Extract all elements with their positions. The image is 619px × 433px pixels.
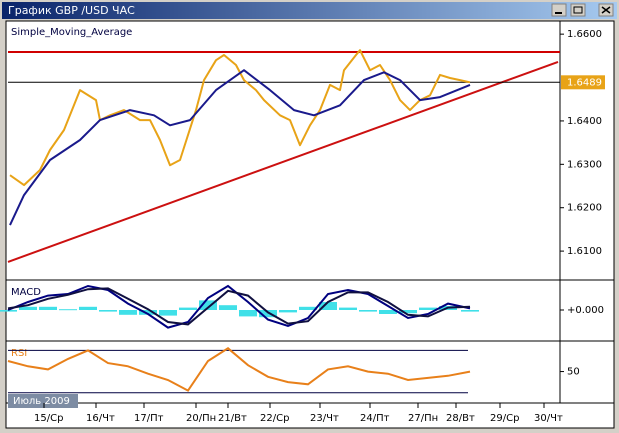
histogram-bar	[399, 310, 417, 314]
histogram-bar	[359, 310, 377, 312]
histogram-bar	[179, 307, 197, 310]
maximize-icon	[573, 6, 583, 14]
x-tick-label: 17/Пт	[134, 413, 164, 424]
y-tick-label: 1.6300	[567, 159, 602, 170]
trendline	[7, 60, 559, 263]
histogram-bar	[219, 305, 237, 310]
histogram-bar	[39, 306, 57, 310]
histogram-bar	[119, 310, 137, 315]
close-icon	[601, 6, 611, 14]
x-tick-label: 16/Чт	[86, 413, 115, 424]
histogram-bar	[239, 310, 257, 317]
histogram-bar	[339, 307, 357, 310]
rsi-line	[7, 347, 471, 392]
histogram-bar	[99, 310, 117, 312]
histogram-bar	[279, 310, 297, 313]
y-tick-label: 1.6200	[567, 203, 602, 214]
x-tick-label: 15/Ср	[34, 413, 63, 424]
histogram-bar	[19, 306, 37, 310]
last-price-label: 1.6489	[567, 77, 602, 88]
histogram-bar	[159, 310, 177, 316]
histogram-bar	[139, 310, 157, 315]
panel-title: Simple_Moving_Average	[11, 27, 132, 38]
x-tick-label: 28/Вт	[446, 413, 475, 424]
histogram-bar	[199, 300, 217, 310]
macd-line	[7, 287, 471, 326]
window-buttons[interactable]	[551, 3, 614, 17]
histogram-bar	[379, 310, 397, 314]
window-title: График GBP /USD ЧАС	[8, 4, 135, 17]
x-tick-label: 22/Ср	[260, 413, 289, 424]
price-line	[9, 69, 471, 226]
panel-title: MACD	[11, 287, 41, 298]
y-tick-label: 1.6400	[567, 116, 602, 127]
histogram-bar	[59, 309, 77, 311]
x-tick-label: 23/Чт	[310, 413, 339, 424]
panel-title: RSI	[11, 348, 27, 359]
period-label: Июль 2009	[13, 396, 70, 407]
histogram-bar	[79, 306, 97, 310]
x-tick-label: 20/Пн	[186, 413, 216, 424]
y-tick-label: 50	[567, 367, 580, 378]
histogram-bar	[299, 306, 317, 310]
x-tick-label: 24/Пт	[360, 413, 390, 424]
histogram-bar	[419, 307, 437, 310]
histogram-bar	[259, 310, 277, 318]
y-tick-label: 1.6600	[567, 29, 602, 40]
title-bar	[2, 2, 617, 19]
x-tick-label: 30/Чт	[534, 413, 563, 424]
x-tick-label: 29/Ср	[490, 413, 519, 424]
y-tick-label: 1.6100	[567, 246, 602, 257]
x-tick-label: 27/Пн	[408, 413, 438, 424]
chart-area	[5, 20, 615, 429]
histogram-bar	[319, 302, 337, 310]
maximize-button[interactable]	[570, 3, 586, 17]
histogram-bar	[461, 310, 479, 312]
period-box	[8, 394, 78, 408]
last-price-box	[561, 75, 605, 90]
y-tick-label: +0.000	[567, 305, 604, 316]
x-tick-label: 21/Вт	[218, 413, 247, 424]
minimize-button[interactable]	[551, 3, 567, 17]
